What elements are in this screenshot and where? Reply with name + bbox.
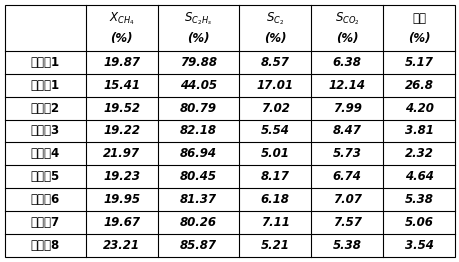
Text: 3.81: 3.81 (404, 124, 433, 138)
Text: 5.06: 5.06 (404, 216, 433, 229)
Text: 5.21: 5.21 (260, 239, 289, 252)
Text: 19.95: 19.95 (103, 193, 140, 206)
Text: 80.26: 80.26 (179, 216, 217, 229)
Text: 5.54: 5.54 (260, 124, 289, 138)
Text: 7.11: 7.11 (260, 216, 289, 229)
Text: 86.94: 86.94 (179, 147, 217, 160)
Text: 80.79: 80.79 (179, 102, 217, 115)
Text: 81.37: 81.37 (179, 193, 217, 206)
Text: 85.87: 85.87 (179, 239, 217, 252)
Text: 5.73: 5.73 (332, 147, 361, 160)
Text: 8.17: 8.17 (260, 170, 289, 183)
Text: 44.05: 44.05 (179, 79, 217, 92)
Text: 12.14: 12.14 (328, 79, 365, 92)
Text: 实施例4: 实施例4 (30, 147, 60, 160)
Text: 8.57: 8.57 (260, 56, 289, 69)
Text: $X_{CH_4}$: $X_{CH_4}$ (109, 11, 134, 27)
Text: 19.52: 19.52 (103, 102, 140, 115)
Text: 实施例2: 实施例2 (31, 102, 60, 115)
Text: 4.20: 4.20 (404, 102, 433, 115)
Text: 2.32: 2.32 (404, 147, 433, 160)
Text: 82.18: 82.18 (179, 124, 217, 138)
Text: 79.88: 79.88 (179, 56, 217, 69)
Text: 7.02: 7.02 (260, 102, 289, 115)
Text: 6.38: 6.38 (332, 56, 361, 69)
Text: (%): (%) (263, 32, 285, 45)
Text: 19.87: 19.87 (103, 56, 140, 69)
Text: 19.22: 19.22 (103, 124, 140, 138)
Text: 26.8: 26.8 (404, 79, 433, 92)
Text: (%): (%) (187, 32, 209, 45)
Text: (%): (%) (335, 32, 358, 45)
Text: 4.64: 4.64 (404, 170, 433, 183)
Text: 6.74: 6.74 (332, 170, 361, 183)
Text: 5.01: 5.01 (260, 147, 289, 160)
Text: 19.23: 19.23 (103, 170, 140, 183)
Text: $S_{C_2H_s}$: $S_{C_2H_s}$ (184, 11, 212, 27)
Text: (%): (%) (110, 32, 133, 45)
Text: 21.97: 21.97 (103, 147, 140, 160)
Text: 19.67: 19.67 (103, 216, 140, 229)
Text: 6.18: 6.18 (260, 193, 289, 206)
Text: 实施例3: 实施例3 (31, 124, 60, 138)
Text: 其他: 其他 (411, 13, 425, 25)
Text: 5.17: 5.17 (404, 56, 433, 69)
Text: 15.41: 15.41 (103, 79, 140, 92)
Text: 8.47: 8.47 (332, 124, 361, 138)
Text: (%): (%) (407, 32, 430, 45)
Text: 7.57: 7.57 (332, 216, 361, 229)
Text: $S_{C_2}$: $S_{C_2}$ (265, 11, 284, 27)
Text: 实施例6: 实施例6 (30, 193, 60, 206)
Text: 5.38: 5.38 (404, 193, 433, 206)
Text: 17.01: 17.01 (256, 79, 293, 92)
Text: 5.38: 5.38 (332, 239, 361, 252)
Text: 实施例8: 实施例8 (30, 239, 60, 252)
Text: 比较例1: 比较例1 (31, 79, 60, 92)
Text: 实施例1: 实施例1 (31, 56, 60, 69)
Text: $S_{CO_2}$: $S_{CO_2}$ (334, 11, 359, 27)
Text: 实施例5: 实施例5 (30, 170, 60, 183)
Text: 23.21: 23.21 (103, 239, 140, 252)
Text: 实施例7: 实施例7 (31, 216, 60, 229)
Text: 7.07: 7.07 (332, 193, 361, 206)
Text: 7.99: 7.99 (332, 102, 361, 115)
Text: 3.54: 3.54 (404, 239, 433, 252)
Text: 80.45: 80.45 (179, 170, 217, 183)
